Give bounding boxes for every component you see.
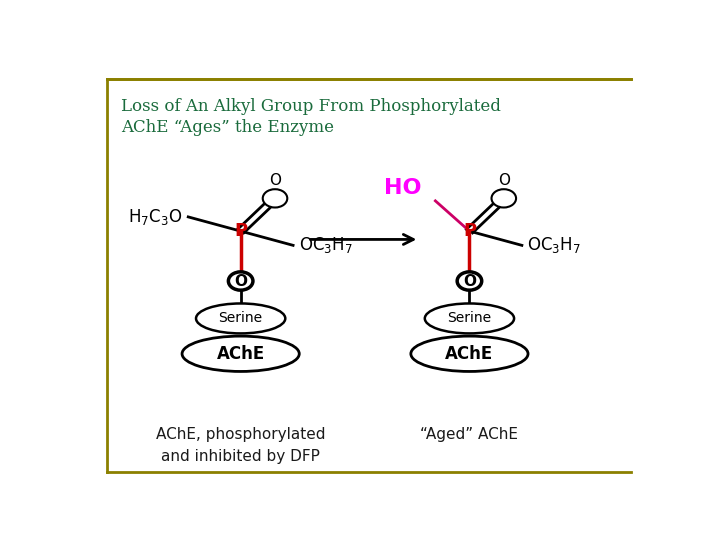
Ellipse shape xyxy=(196,303,285,333)
Circle shape xyxy=(492,189,516,207)
Text: O: O xyxy=(269,173,281,188)
Text: O: O xyxy=(234,274,247,288)
Ellipse shape xyxy=(182,336,300,372)
Text: OC$_3$H$_7$: OC$_3$H$_7$ xyxy=(528,235,582,255)
Text: OC$_3$H$_7$: OC$_3$H$_7$ xyxy=(299,235,353,255)
Text: AChE: AChE xyxy=(445,345,494,363)
Text: AChE: AChE xyxy=(217,345,265,363)
Text: Serine: Serine xyxy=(447,312,492,326)
Text: P: P xyxy=(234,222,247,240)
Text: and inhibited by DFP: and inhibited by DFP xyxy=(161,449,320,464)
Text: HO: HO xyxy=(384,178,421,198)
Text: O: O xyxy=(463,274,476,288)
Text: AChE “Ages” the Enzyme: AChE “Ages” the Enzyme xyxy=(121,119,333,136)
Text: AChE, phosphorylated: AChE, phosphorylated xyxy=(156,427,325,442)
Ellipse shape xyxy=(425,303,514,333)
Circle shape xyxy=(457,272,482,290)
Text: Serine: Serine xyxy=(219,312,263,326)
Text: P: P xyxy=(463,222,476,240)
Text: O: O xyxy=(498,173,510,188)
Circle shape xyxy=(228,272,253,290)
Text: H$_7$C$_3$O: H$_7$C$_3$O xyxy=(128,207,183,227)
Text: “Aged” AChE: “Aged” AChE xyxy=(420,427,518,442)
Ellipse shape xyxy=(411,336,528,372)
Text: Loss of An Alkyl Group From Phosphorylated: Loss of An Alkyl Group From Phosphorylat… xyxy=(121,98,500,115)
Circle shape xyxy=(263,189,287,207)
